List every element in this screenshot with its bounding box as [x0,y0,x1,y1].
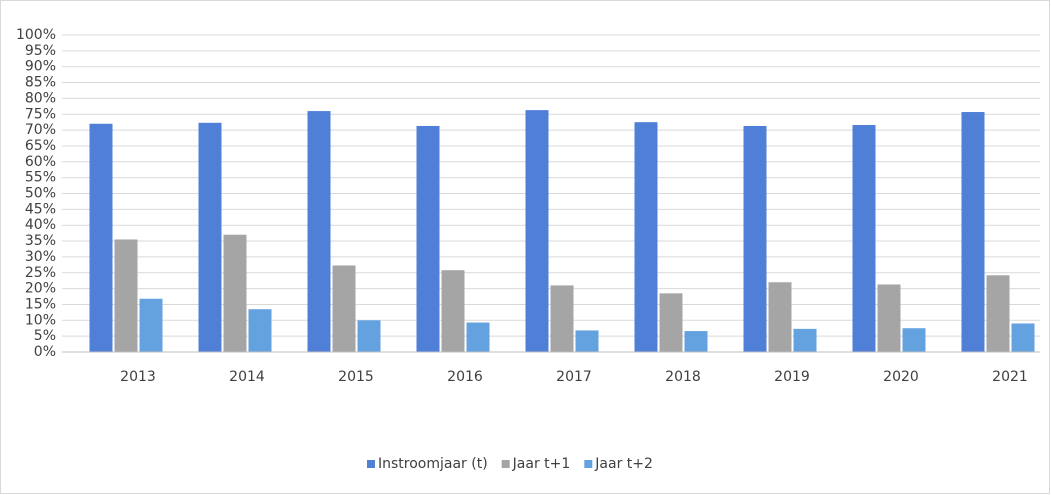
y-tick-label: 75% [25,106,56,122]
legend-label: Jaar t+2 [594,456,653,472]
bar [743,125,767,352]
bar [659,293,683,352]
bar [416,125,440,352]
bar [307,111,331,352]
bar [332,265,356,352]
y-tick-label: 90% [25,59,56,75]
x-tick-label: 2016 [447,369,483,385]
bar [852,125,876,352]
y-tick-label: 15% [25,296,56,312]
x-tick-label: 2014 [229,369,265,385]
legend-swatch [584,460,593,468]
x-tick-label: 2021 [992,369,1028,385]
y-tick-label: 55% [25,170,56,186]
legend-label: Instroomjaar (t) [378,456,488,472]
bar [902,328,926,352]
y-tick-label: 45% [25,201,56,217]
x-tick-label: 2015 [338,369,374,385]
bar [575,330,599,352]
x-tick-label: 2020 [883,369,919,385]
bar [877,284,901,352]
bar [634,122,658,352]
legend-swatch [367,460,375,468]
y-tick-label: 85% [25,75,56,91]
bar [139,298,163,352]
bar [793,328,817,352]
bar [357,320,381,352]
y-tick-label: 100% [16,27,56,43]
y-tick-label: 70% [25,122,56,138]
x-tick-label: 2013 [120,369,156,385]
bar [466,322,490,352]
y-tick-label: 65% [25,138,56,154]
bar [89,123,113,352]
y-tick-label: 95% [25,43,56,59]
legend-label: Jaar t+1 [512,456,571,472]
x-tick-label: 2017 [556,369,592,385]
bar [550,285,574,352]
legend-swatch [501,460,510,468]
y-tick-label: 50% [25,186,56,202]
y-tick-label: 10% [25,312,56,328]
bar [961,112,985,352]
y-tick-label: 0% [34,344,56,360]
y-tick-label: 35% [25,233,56,249]
y-tick-label: 40% [25,217,56,233]
bar [986,275,1010,352]
bar [525,110,549,352]
bar [684,331,708,352]
bar [223,234,247,352]
bar [198,122,222,353]
y-tick-label: 80% [25,90,56,106]
bar [441,270,465,352]
y-tick-label: 5% [34,328,56,344]
y-tick-label: 60% [25,154,56,170]
x-tick-label: 2019 [774,369,810,385]
y-tick-label: 30% [25,249,56,265]
bar [1011,323,1035,352]
y-tick-label: 20% [25,281,56,297]
bar [768,282,792,352]
x-tick-label: 2018 [665,369,701,385]
bar [114,239,138,352]
y-tick-label: 25% [25,265,56,281]
bar [248,309,272,352]
